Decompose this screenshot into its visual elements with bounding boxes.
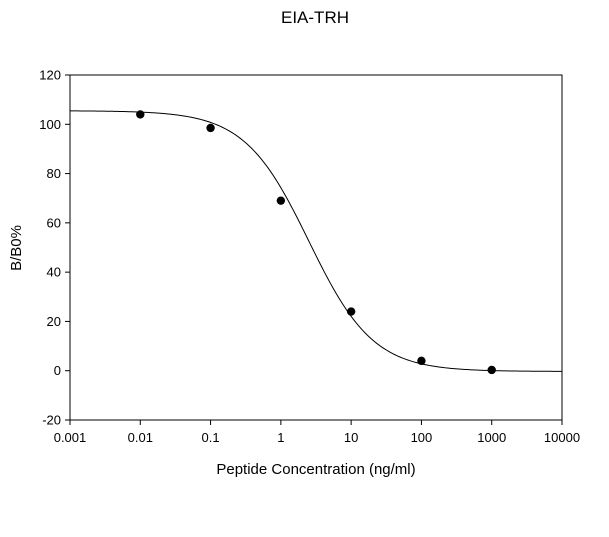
data-point-2 [276,196,286,205]
y-tick-label-5: 80 [47,166,61,181]
x-axis-label: Peptide Concentration (ng/ml) [216,461,415,478]
data-point-0 [136,110,145,119]
x-tick-label-1: 0.01 [128,430,153,445]
y-tick-label-1: 0 [54,363,61,378]
data-point-1 [206,123,215,133]
y-tick-label-6: 100 [39,117,61,132]
y-tick-label-2: 20 [47,314,61,329]
y-axis-label: B/B0% [8,225,25,271]
y-tick-label-0: -20 [42,413,61,428]
x-tick-label-6: 1000 [477,430,506,445]
data-points [136,110,496,375]
y-tick-label-3: 40 [47,265,61,280]
x-tick-label-3: 1 [277,430,284,445]
fit-curve [70,110,562,372]
x-tick-label-4: 10 [344,430,358,445]
axis-ticks [65,74,563,425]
plot-frame [69,74,563,421]
x-tick-label-7: 10000 [544,430,580,445]
data-point-5 [487,365,496,375]
data-point-3 [346,307,356,316]
x-tick-label-0: 0.001 [54,430,87,445]
y-tick-label-7: 120 [39,68,61,83]
x-tick-label-5: 100 [411,430,433,445]
y-tick-label-4: 60 [47,215,61,230]
data-point-4 [417,356,426,366]
chart-title: EIA-TRH [281,8,349,27]
tick-labels: 0.001 0.01 0.1 1 10 100 1000 10000 -20 0 20 40 60 80 1… [39,68,580,446]
x-tick-label-2: 0.1 [202,430,220,445]
